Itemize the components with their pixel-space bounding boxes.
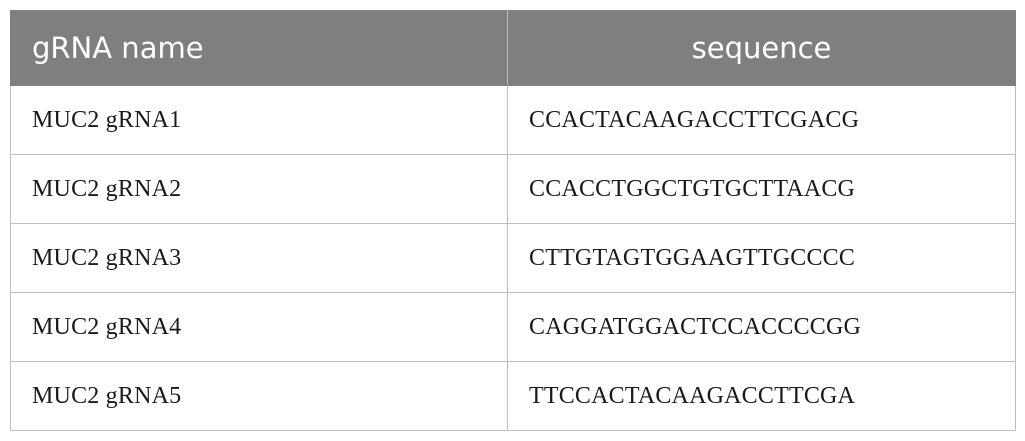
- grna-name-cell: MUC2 gRNA2: [10, 154, 508, 224]
- sequence-cell: CCACCTGGCTGTGCTTAACG: [507, 154, 1016, 224]
- column-header-sequence: sequence: [507, 10, 1016, 86]
- grna-name-cell: MUC2 gRNA3: [10, 223, 508, 293]
- sequence-cell: CCACTACAAGACCTTCGACG: [507, 85, 1016, 155]
- table-row: MUC2 gRNA3 CTTGTAGTGGAAGTTGCCCC: [10, 223, 1016, 293]
- grna-name-cell: MUC2 gRNA5: [10, 361, 508, 431]
- grna-name-cell: MUC2 gRNA1: [10, 85, 508, 155]
- grna-table: gRNA name sequence MUC2 gRNA1 CCACTACAAG…: [10, 10, 1016, 431]
- column-header-grna-name: gRNA name: [10, 10, 508, 86]
- table-row: MUC2 gRNA4 CAGGATGGACTCCACCCCGG: [10, 292, 1016, 362]
- table-row: MUC2 gRNA2 CCACCTGGCTGTGCTTAACG: [10, 154, 1016, 224]
- table-row: MUC2 gRNA5 TTCCACTACAAGACCTTCGA: [10, 361, 1016, 431]
- sequence-cell: CAGGATGGACTCCACCCCGG: [507, 292, 1016, 362]
- grna-table-container: gRNA name sequence MUC2 gRNA1 CCACTACAAG…: [10, 10, 1016, 431]
- sequence-cell: TTCCACTACAAGACCTTCGA: [507, 361, 1016, 431]
- table-row: MUC2 gRNA1 CCACTACAAGACCTTCGACG: [10, 85, 1016, 155]
- header-row: gRNA name sequence: [10, 10, 1016, 86]
- grna-name-cell: MUC2 gRNA4: [10, 292, 508, 362]
- table-header: gRNA name sequence: [10, 10, 1016, 86]
- sequence-cell: CTTGTAGTGGAAGTTGCCCC: [507, 223, 1016, 293]
- table-body: MUC2 gRNA1 CCACTACAAGACCTTCGACG MUC2 gRN…: [10, 85, 1016, 431]
